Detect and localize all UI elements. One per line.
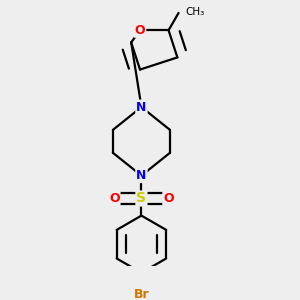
Text: N: N [136,100,147,114]
Text: O: O [163,192,174,205]
Text: O: O [109,192,120,205]
Text: O: O [135,24,145,37]
Text: N: N [136,169,147,182]
Text: S: S [136,191,146,206]
Text: CH₃: CH₃ [186,7,205,16]
Text: Br: Br [134,288,149,300]
